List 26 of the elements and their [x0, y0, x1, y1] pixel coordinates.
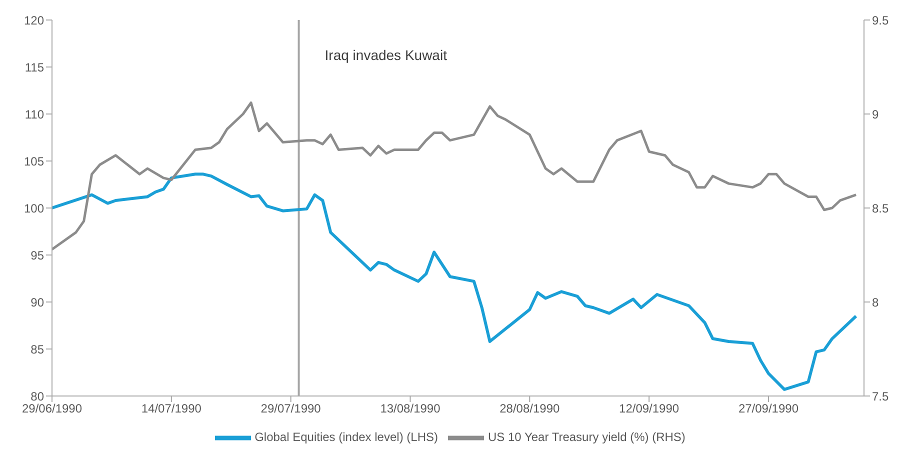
- y-tick-label: 110: [24, 107, 44, 122]
- x-tick-label: 12/09/1990: [619, 402, 680, 416]
- x-tick-label: 14/07/1990: [141, 402, 202, 416]
- legend-label: Global Equities (index level) (LHS): [254, 430, 438, 444]
- x-tick-label: 29/07/1990: [260, 402, 322, 416]
- line-series: [52, 101, 858, 251]
- legend-label: US 10 Year Treasury yield (%) (RHS): [488, 430, 686, 444]
- y-tick-label: 105: [24, 154, 44, 168]
- y-tick-label: 120: [24, 13, 44, 28]
- x-tick-label: 29/06/1990: [22, 402, 82, 416]
- y-tick-label: 80: [30, 389, 44, 404]
- x-tick-label: 28/08/1990: [500, 402, 560, 416]
- y2-tick-label: 8: [872, 295, 879, 310]
- y2-tick-label: 9: [872, 107, 879, 122]
- x-tick-label: 13/08/1990: [380, 402, 441, 416]
- y-tick-label: 95: [30, 248, 44, 262]
- x-tick-label: 27/09/1990: [738, 402, 799, 416]
- ref-line-label: Iraq invades Kuwait: [324, 47, 448, 63]
- y-tick-label: 85: [30, 342, 44, 356]
- y2-tick-label: 9.5: [872, 13, 890, 28]
- y-tick-label: 100: [24, 201, 44, 216]
- line-series: [52, 172, 858, 391]
- y-tick-label: 115: [24, 60, 44, 74]
- y2-tick-label: 8.5: [872, 201, 890, 216]
- y2-tick-label: 7.5: [872, 389, 890, 404]
- y-tick-label: 90: [30, 295, 44, 310]
